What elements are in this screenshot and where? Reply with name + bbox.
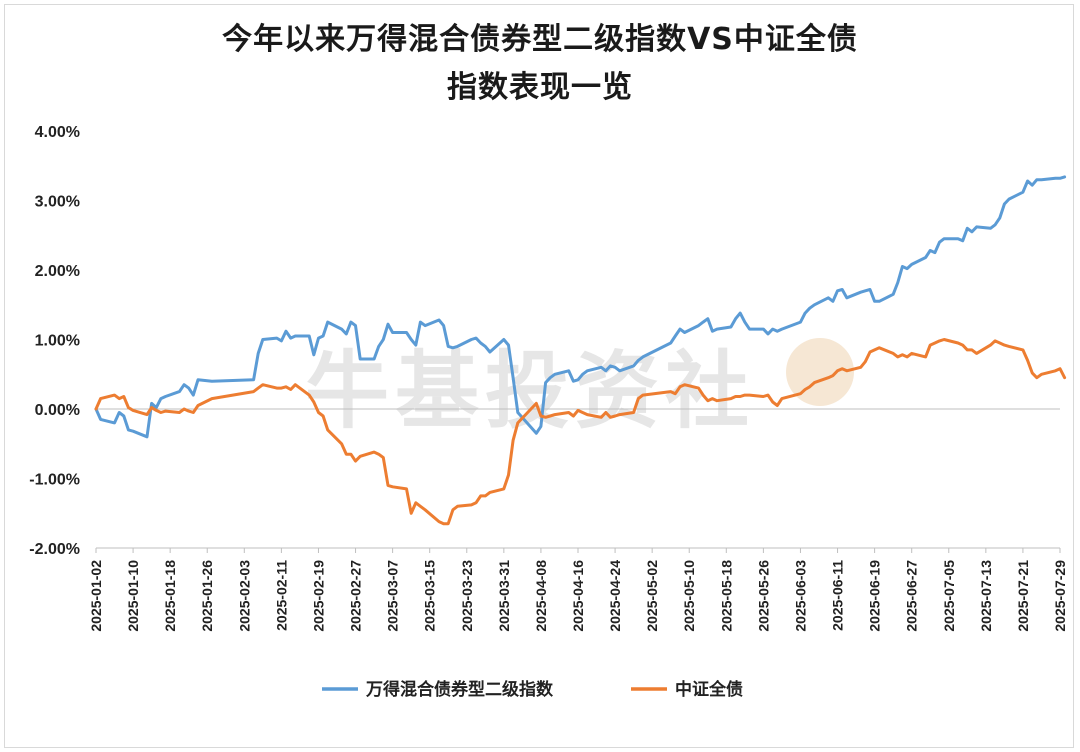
x-tick-label: 2025-05-18 [718, 560, 734, 632]
y-tick-label: 2.00% [35, 263, 80, 280]
x-tick-label: 2025-06-27 [904, 560, 920, 632]
x-tick-label: 2025-06-03 [792, 560, 808, 632]
legend: 万得混合债券型二级指数 中证全债 [322, 679, 743, 700]
x-tick-label: 2025-01-10 [125, 560, 141, 632]
x-tick-label: 2025-04-24 [607, 560, 623, 632]
x-tick-label: 2025-01-26 [199, 560, 215, 632]
x-tick-label: 2025-04-08 [533, 560, 549, 632]
y-tick-label: -1.00% [29, 472, 80, 489]
y-axis-ticks: 4.00% 3.00% 2.00% 1.00% 0.00% -1.00% -2.00% [29, 124, 80, 558]
x-tick-label: 2025-02-11 [273, 560, 289, 631]
x-tick-label: 2025-03-23 [459, 560, 475, 632]
x-tick-label: 2025-03-15 [422, 560, 438, 632]
x-tick-label: 2025-05-26 [755, 560, 771, 632]
x-tick-label: 2025-07-29 [1052, 560, 1068, 632]
x-tick-label: 2025-06-19 [867, 560, 883, 632]
x-tick-label: 2025-02-27 [348, 560, 364, 632]
legend-label-0: 万得混合债券型二级指数 [365, 679, 554, 700]
x-tick-label: 2025-05-02 [644, 560, 660, 632]
chart-frame [4, 4, 1074, 748]
y-tick-label: 0.00% [35, 402, 80, 419]
series-layer [94, 175, 1067, 526]
x-tick-label: 2025-01-02 [88, 560, 104, 632]
legend-label-1: 中证全债 [675, 679, 743, 700]
y-tick-label: 1.00% [35, 333, 80, 350]
x-tick-label: 2025-03-07 [385, 560, 401, 632]
x-tick-label: 2025-02-19 [310, 560, 326, 632]
x-tick-label: 2025-07-05 [941, 560, 957, 632]
series-line-0 [94, 175, 1067, 439]
x-tick-label: 2025-04-16 [570, 560, 586, 632]
watermark: 牛基投资社 [305, 338, 854, 440]
x-tick-label: 2025-06-11 [830, 560, 846, 631]
series-line-1 [94, 338, 1067, 526]
x-axis-ticks: 2025-01-02 2025-01-10 2025-01-18 2025-01-26… [88, 548, 1068, 632]
y-tick-label: -2.00% [29, 541, 80, 558]
chart-title-line-2: 指数表现一览 [447, 70, 633, 105]
x-tick-label: 2025-01-18 [162, 560, 178, 632]
chart-title-line-1: 今年以来万得混合债券型二级指数VS中证全债 [222, 22, 858, 57]
x-tick-label: 2025-02-03 [236, 560, 252, 632]
y-tick-label: 4.00% [35, 124, 80, 141]
x-tick-label: 2025-07-13 [978, 560, 994, 632]
x-tick-label: 2025-03-31 [496, 560, 512, 632]
y-tick-label: 3.00% [35, 194, 80, 211]
x-tick-label: 2025-07-21 [1015, 560, 1031, 632]
x-tick-label: 2025-05-10 [681, 560, 697, 632]
watermark-mascot-icon [786, 338, 854, 406]
